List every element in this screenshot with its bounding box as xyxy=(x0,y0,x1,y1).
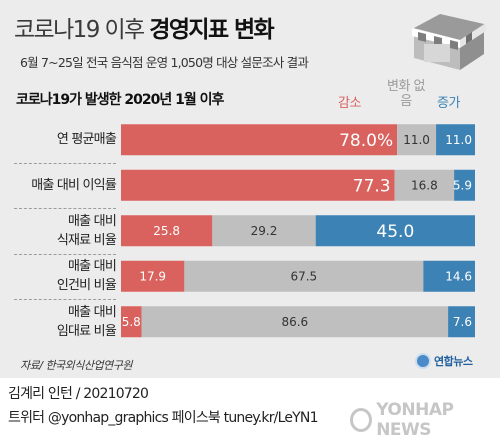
value-label-increase-0: 11.0 xyxy=(445,133,472,147)
value-label-increase-2: 45.0 xyxy=(376,222,414,242)
legend-increase: 증가 xyxy=(437,96,460,111)
credit-line: 김계리 인턴 / 20210720 xyxy=(8,386,149,402)
bar-no-change-1 xyxy=(394,169,455,201)
bar-no-change-4 xyxy=(141,306,449,338)
bar-no-change-0 xyxy=(397,124,437,156)
value-label-increase-4: 7.6 xyxy=(453,315,472,329)
page-title: 코로나19 이후 경영지표 변화 xyxy=(14,17,275,43)
value-label-no-change-4: 86.6 xyxy=(281,315,308,329)
watermark-logo-mark xyxy=(350,408,373,432)
bar-no-change-2 xyxy=(212,215,316,247)
bar-increase-0 xyxy=(436,124,475,156)
bar-decrease-2 xyxy=(121,215,213,247)
legend-decrease: 감소 xyxy=(338,96,361,111)
value-label-increase-1: 5.9 xyxy=(453,179,472,193)
bar-increase-2 xyxy=(315,215,475,247)
bar-increase-3 xyxy=(423,260,475,292)
value-label-no-change-3: 67.5 xyxy=(290,270,317,284)
yonhap-logo-text: 연합뉴스 xyxy=(434,355,473,368)
yonhap-logo: 연합뉴스 xyxy=(415,353,473,369)
bar-no-change-3 xyxy=(184,260,424,292)
value-label-no-change-0: 11.0 xyxy=(403,133,430,147)
bar-decrease-3 xyxy=(121,260,185,292)
value-label-increase-3: 14.6 xyxy=(445,270,472,284)
watermark-text: YONHAP NEWS xyxy=(376,400,454,440)
category-label-3: 매출 대비 인건비 비율 xyxy=(56,259,117,294)
section-title: 코로나19가 발생한 2020년 1월 이후 xyxy=(16,92,224,108)
value-label-no-change-2: 29.2 xyxy=(251,224,278,238)
bar-increase-1 xyxy=(454,169,475,201)
category-label-0: 연 평균매출 xyxy=(56,132,117,148)
page-subtitle: 6월 7~25일 전국 음식점 운영 1,050명 대상 설문조사 결과 xyxy=(20,55,309,70)
row-separator xyxy=(14,253,116,255)
bar-increase-4 xyxy=(448,306,475,338)
bar-decrease-0 xyxy=(121,124,398,156)
value-label-decrease-0: 78.0% xyxy=(339,131,393,151)
category-label-4: 매출 대비 임대료 비율 xyxy=(56,304,117,339)
category-label-1: 매출 대비 이익률 xyxy=(31,177,117,193)
value-label-decrease-3: 17.9 xyxy=(139,270,166,284)
value-label-decrease-1: 77.3 xyxy=(353,176,391,196)
stacked-bar-chart: 78.0% 11.0 11.0 77.3 16.8 5.9 25.8 29.2 45.0 17.9… xyxy=(121,124,475,338)
row-separator xyxy=(14,162,116,164)
value-label-decrease-2: 25.8 xyxy=(153,224,180,238)
source-note: 자료/ 한국외식산업연구원 xyxy=(20,359,133,372)
row-separator xyxy=(14,299,116,300)
legend-no-change: 변화 없음 xyxy=(386,79,426,109)
watermark: YONHAP NEWS xyxy=(350,400,500,440)
store-icon xyxy=(412,14,486,70)
bar-decrease-4 xyxy=(121,306,142,338)
bar-decrease-1 xyxy=(121,169,395,201)
value-label-decrease-4: 5.8 xyxy=(122,315,141,329)
category-label-2: 매출 대비 식재료 비율 xyxy=(56,213,117,248)
yonhap-logo-mark xyxy=(415,353,431,369)
social-links: 트위터 @yonhap_graphics 페이스북 tuney.kr/LeYN1 xyxy=(8,410,319,426)
value-label-no-change-1: 16.8 xyxy=(411,179,438,193)
row-separator xyxy=(14,208,116,209)
